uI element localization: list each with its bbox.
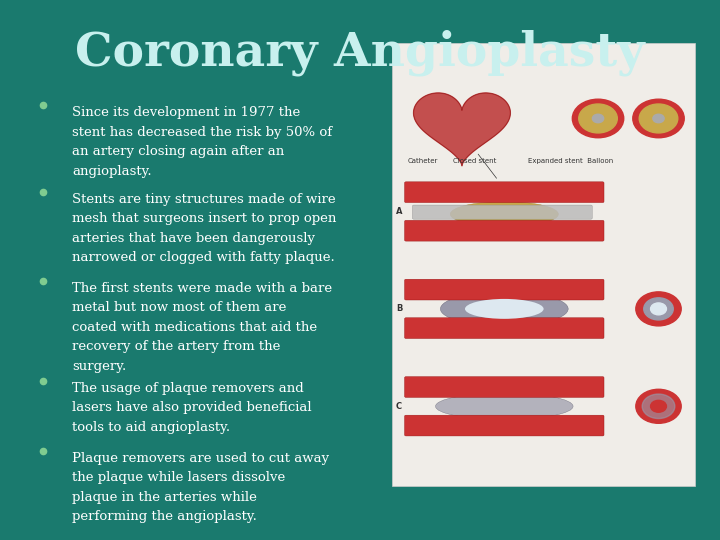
Circle shape — [653, 114, 664, 123]
Circle shape — [572, 99, 624, 138]
Text: mesh that surgeons insert to prop open: mesh that surgeons insert to prop open — [72, 212, 336, 225]
Text: metal but now most of them are: metal but now most of them are — [72, 301, 287, 314]
Circle shape — [636, 292, 681, 326]
Circle shape — [644, 298, 673, 320]
Circle shape — [579, 104, 617, 133]
Text: lasers have also provided beneficial: lasers have also provided beneficial — [72, 401, 312, 414]
FancyBboxPatch shape — [405, 182, 604, 202]
Text: Catheter: Catheter — [408, 158, 438, 164]
Circle shape — [633, 99, 684, 138]
FancyBboxPatch shape — [405, 220, 604, 241]
Text: tools to aid angioplasty.: tools to aid angioplasty. — [72, 421, 230, 434]
Text: angioplasty.: angioplasty. — [72, 165, 152, 178]
Text: Closed stent: Closed stent — [453, 158, 496, 164]
Text: Plaque removers are used to cut away: Plaque removers are used to cut away — [72, 452, 329, 465]
Text: recovery of the artery from the: recovery of the artery from the — [72, 340, 280, 353]
Circle shape — [642, 394, 675, 418]
Circle shape — [639, 104, 678, 133]
Text: C: C — [396, 402, 402, 411]
FancyBboxPatch shape — [405, 377, 604, 397]
Circle shape — [636, 389, 681, 423]
Text: the plaque while lasers dissolve: the plaque while lasers dissolve — [72, 471, 285, 484]
Text: The usage of plaque removers and: The usage of plaque removers and — [72, 382, 304, 395]
Text: surgery.: surgery. — [72, 360, 126, 373]
Text: The first stents were made with a bare: The first stents were made with a bare — [72, 282, 332, 295]
Circle shape — [651, 303, 667, 315]
FancyBboxPatch shape — [405, 279, 604, 300]
Polygon shape — [413, 93, 510, 166]
Bar — [392, 43, 695, 486]
Text: stent has decreased the risk by 50% of: stent has decreased the risk by 50% of — [72, 126, 332, 139]
Ellipse shape — [436, 393, 573, 420]
Text: B: B — [396, 305, 402, 313]
Text: an artery closing again after an: an artery closing again after an — [72, 145, 284, 158]
FancyBboxPatch shape — [405, 415, 604, 436]
Text: Stents are tiny structures made of wire: Stents are tiny structures made of wire — [72, 193, 336, 206]
Ellipse shape — [450, 201, 558, 227]
Text: coated with medications that aid the: coated with medications that aid the — [72, 321, 317, 334]
Text: performing the angioplasty.: performing the angioplasty. — [72, 510, 257, 523]
Text: arteries that have been dangerously: arteries that have been dangerously — [72, 232, 315, 245]
Text: Since its development in 1977 the: Since its development in 1977 the — [72, 106, 300, 119]
FancyBboxPatch shape — [405, 318, 604, 339]
Text: plaque in the arteries while: plaque in the arteries while — [72, 491, 257, 504]
Ellipse shape — [465, 299, 544, 319]
Circle shape — [593, 114, 603, 123]
Text: A: A — [396, 207, 402, 216]
Text: Expanded stent  Balloon: Expanded stent Balloon — [528, 158, 613, 164]
Text: narrowed or clogged with fatty plaque.: narrowed or clogged with fatty plaque. — [72, 251, 335, 264]
Ellipse shape — [441, 292, 568, 326]
FancyBboxPatch shape — [413, 205, 593, 219]
Text: Coronary Angioplasty: Coronary Angioplasty — [75, 30, 645, 76]
Circle shape — [651, 400, 667, 412]
